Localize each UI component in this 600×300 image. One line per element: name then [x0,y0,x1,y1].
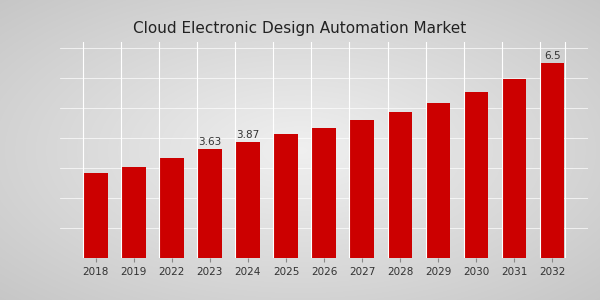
Bar [122,167,146,258]
Text: 3.87: 3.87 [236,130,260,140]
Bar [502,79,526,258]
Bar [236,142,260,258]
Bar [541,63,564,258]
Bar [160,158,184,258]
Bar [312,128,336,258]
Bar [198,149,221,258]
Bar [84,172,107,258]
Text: 3.63: 3.63 [198,137,221,147]
Bar [464,92,488,258]
Text: 6.5: 6.5 [544,51,560,61]
Text: Cloud Electronic Design Automation Market: Cloud Electronic Design Automation Marke… [133,21,467,36]
Bar [350,120,374,258]
Bar [388,112,412,258]
Bar [274,134,298,258]
Bar [427,103,450,258]
